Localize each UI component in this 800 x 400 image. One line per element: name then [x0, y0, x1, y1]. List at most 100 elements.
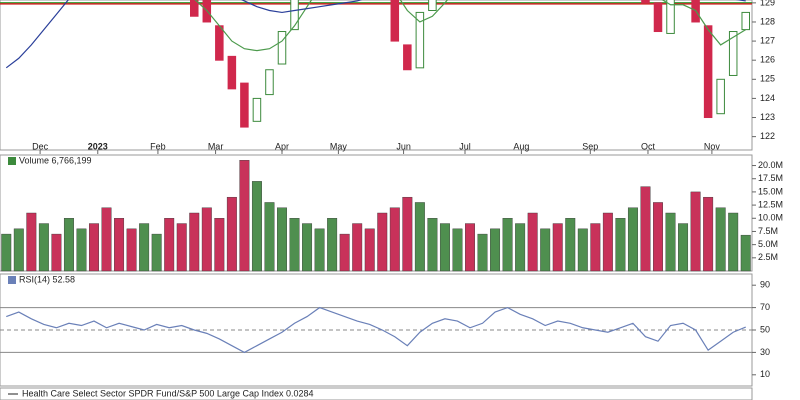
y-tick-label: 124: [760, 93, 775, 103]
candle-body: [240, 82, 249, 128]
x-tick-label: Sep: [582, 141, 598, 151]
x-tick-label: Jul: [459, 141, 471, 151]
candle-body: [252, 97, 262, 122]
volume-bar: [339, 233, 350, 272]
rsi-icon: [8, 276, 16, 284]
volume-bar: [377, 212, 388, 272]
volume-bar: [577, 228, 588, 272]
volume-bar: [101, 207, 112, 272]
volume-bar: [590, 223, 601, 272]
candle-body: [716, 78, 725, 115]
volume-bar: [38, 223, 49, 272]
volume-bar: [690, 191, 701, 272]
rsi-line: [6, 306, 746, 354]
volume-bar: [289, 218, 300, 272]
volume-bar: [352, 223, 363, 272]
volume-bar: [89, 223, 99, 272]
y-tick-label: 128: [760, 16, 775, 26]
volume-bar: [226, 196, 237, 272]
candle-body: [215, 25, 224, 61]
volume-bar: [540, 228, 551, 272]
volume-bar: [439, 223, 450, 272]
x-tick-label: Apr: [275, 141, 289, 151]
y-tick-label: 20.0M: [758, 160, 783, 170]
volume-bar: [678, 223, 689, 272]
volume-bar: [114, 218, 125, 272]
volume-bar: [615, 218, 626, 272]
volume-icon: [8, 157, 16, 165]
candle-body: [403, 44, 412, 71]
volume-bar: [477, 233, 488, 272]
volume-bar: [552, 223, 563, 272]
x-tick-label: Aug: [513, 141, 529, 151]
volume-bar: [389, 207, 400, 272]
volume-bar: [703, 196, 714, 272]
y-tick-label: 126: [760, 55, 775, 65]
volume-bar: [164, 218, 175, 272]
candle-body: [190, 0, 199, 17]
volume-bar: [452, 228, 463, 272]
volume-bar: [201, 207, 212, 272]
y-tick-label: 122: [760, 131, 775, 141]
volume-bar: [653, 202, 663, 272]
x-tick-label: May: [330, 141, 348, 151]
candle-body: [277, 31, 287, 65]
candle-body: [265, 69, 274, 96]
volume-title: Volume 6,766,199: [19, 155, 92, 165]
candle-body: [703, 25, 713, 119]
volume-bar: [740, 234, 751, 272]
candle-body: [653, 2, 663, 33]
rsi-title: RSI(14) 52.58: [19, 274, 75, 284]
y-tick-label: 10.0M: [758, 213, 783, 223]
candle-body: [227, 55, 237, 90]
volume-bar: [502, 218, 513, 272]
volume-bar: [251, 181, 262, 272]
volume-bar: [327, 218, 338, 272]
y-tick-label: 12.5M: [758, 199, 783, 209]
candle-body: [390, 0, 400, 42]
volume-bar: [640, 186, 651, 272]
candle-body: [415, 11, 425, 69]
volume-bar: [402, 196, 413, 272]
x-tick-label: Dec: [32, 141, 49, 151]
y-tick-label: 30: [760, 347, 770, 357]
candle-body: [428, 0, 437, 12]
y-tick-label: 70: [760, 302, 770, 312]
volume-bar: [490, 228, 501, 272]
volume-bar: [565, 218, 576, 272]
candle-body: [728, 31, 738, 76]
volume-bar: [239, 160, 250, 272]
y-tick-label: 127: [760, 35, 775, 45]
volume-bar: [1, 233, 12, 272]
volume-bar: [277, 207, 287, 272]
volume-bar: [76, 228, 87, 272]
volume-bar: [214, 218, 225, 272]
volume-bar: [63, 218, 74, 272]
volume-bar: [314, 228, 325, 272]
x-tick-label: Nov: [704, 141, 721, 151]
x-tick-label: 2023: [88, 141, 108, 151]
x-tick-label: Mar: [208, 141, 224, 151]
volume-panel: [0, 154, 753, 272]
volume-bar: [665, 212, 676, 272]
volume-bar: [264, 202, 275, 272]
volume-bar: [728, 212, 739, 272]
y-tick-label: 129: [760, 0, 775, 7]
volume-bar: [51, 233, 62, 272]
y-tick-label: 2.5M: [758, 252, 778, 262]
y-tick-label: 10: [760, 369, 770, 379]
y-tick-label: 17.5M: [758, 173, 783, 183]
volume-bar: [602, 212, 613, 272]
volume-bar: [13, 228, 24, 272]
volume-bar: [414, 202, 425, 272]
candle-body: [741, 11, 750, 31]
volume-bar: [715, 207, 726, 272]
y-tick-label: 123: [760, 112, 775, 122]
volume-bar: [176, 223, 187, 272]
y-tick-label: 15.0M: [758, 186, 783, 196]
footer-text: Health Care Select Sector SPDR Fund/S&P …: [22, 388, 314, 398]
volume-bar: [139, 223, 150, 272]
volume-bar: [465, 223, 475, 272]
volume-bar: [126, 228, 137, 272]
